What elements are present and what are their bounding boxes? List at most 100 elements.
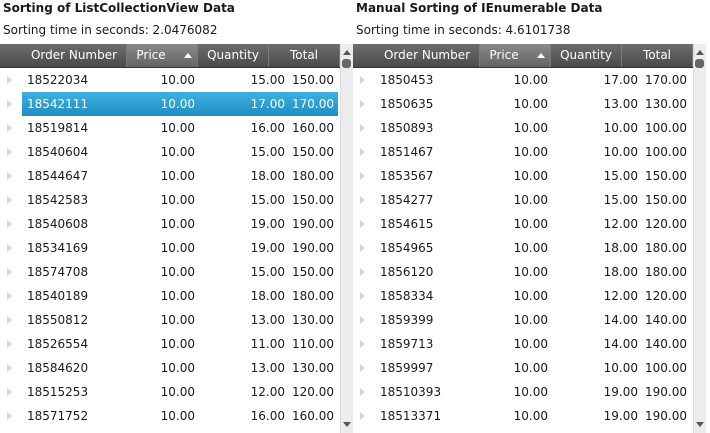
cell-total: 150.00 <box>645 193 687 207</box>
scroll-thumb[interactable] <box>695 59 704 68</box>
table-row[interactable]: 1859399 10.00 14.00 140.00 <box>353 308 693 332</box>
column-header-price[interactable]: Price <box>127 44 198 67</box>
cell-order-number: 18584620 <box>27 361 89 375</box>
table-row[interactable]: 18519814 10.00 16.00 160.00 <box>0 116 340 140</box>
vertical-scrollbar[interactable] <box>340 44 353 433</box>
table-row[interactable]: 18526554 10.00 11.00 110.00 <box>0 332 340 356</box>
cell-total: 190.00 <box>645 409 687 423</box>
table-row[interactable]: 1850453 10.00 17.00 170.00 <box>353 68 693 92</box>
table-row[interactable]: 18540604 10.00 15.00 150.00 <box>0 140 340 164</box>
cell-order-number: 18540604 <box>27 145 89 159</box>
cell-price: 10.00 <box>513 385 548 399</box>
cell-price: 10.00 <box>513 361 548 375</box>
cell-quantity: 15.00 <box>250 73 285 87</box>
row-cells: 1850635 10.00 13.00 130.00 <box>375 92 691 116</box>
table-row[interactable]: 18515253 10.00 12.00 120.00 <box>0 380 340 404</box>
scroll-up-icon[interactable] <box>343 50 351 55</box>
cell-total: 120.00 <box>645 217 687 231</box>
table-row[interactable]: 18510393 10.00 19.00 190.00 <box>353 380 693 404</box>
scroll-up-icon[interactable] <box>696 50 704 55</box>
row-cells: 18540189 10.00 18.00 180.00 <box>22 284 338 308</box>
sort-ascending-icon <box>537 53 545 58</box>
column-header-quantity[interactable]: Quantity <box>551 44 622 67</box>
row-indicator-icon <box>360 100 365 108</box>
table-row[interactable]: 18534169 10.00 19.00 190.00 <box>0 236 340 260</box>
panel-title: Manual Sorting of IEnumerable Data <box>356 1 603 15</box>
row-indicator-icon <box>360 196 365 204</box>
vertical-scrollbar[interactable] <box>693 44 706 433</box>
cell-total: 190.00 <box>292 241 334 255</box>
cell-order-number: 1854277 <box>380 193 434 207</box>
cell-quantity: 12.00 <box>250 385 285 399</box>
column-header-order-number[interactable]: Order Number <box>375 44 480 67</box>
table-row[interactable]: 18540608 10.00 19.00 190.00 <box>0 212 340 236</box>
cell-price: 10.00 <box>513 97 548 111</box>
orders-grid[interactable]: Order Number Price Quantity Total 185045… <box>353 44 706 433</box>
cell-order-number: 18522034 <box>27 73 89 87</box>
column-header-quantity[interactable]: Quantity <box>198 44 269 67</box>
row-indicator-icon <box>7 124 12 132</box>
panel-ienumerable: Manual Sorting of IEnumerable Data Sorti… <box>353 0 706 433</box>
cell-quantity: 16.00 <box>250 409 285 423</box>
table-row[interactable]: 18584620 10.00 13.00 130.00 <box>0 356 340 380</box>
table-row[interactable]: 1859713 10.00 14.00 140.00 <box>353 332 693 356</box>
cell-order-number: 1851467 <box>380 145 434 159</box>
table-row[interactable]: 18513371 10.00 19.00 190.00 <box>353 404 693 428</box>
column-header-price[interactable]: Price <box>480 44 551 67</box>
table-row[interactable]: 18550812 10.00 13.00 130.00 <box>0 308 340 332</box>
table-row[interactable]: 18571752 10.00 16.00 160.00 <box>0 404 340 428</box>
column-header-label: Order Number <box>30 48 118 62</box>
column-header-total[interactable]: Total <box>269 44 340 67</box>
scroll-down-icon[interactable] <box>696 422 704 427</box>
table-row[interactable]: 18574708 10.00 15.00 150.00 <box>0 260 340 284</box>
cell-price: 10.00 <box>160 97 195 111</box>
grid-header: Order Number Price Quantity Total <box>353 44 693 68</box>
cell-price: 10.00 <box>160 361 195 375</box>
row-cells: 1850893 10.00 10.00 100.00 <box>375 116 691 140</box>
cell-quantity: 15.00 <box>250 265 285 279</box>
table-row[interactable]: 18542111 10.00 17.00 170.00 <box>0 92 340 116</box>
cell-total: 100.00 <box>645 121 687 135</box>
column-header-label: Price <box>489 48 519 62</box>
column-header-label: Price <box>136 48 166 62</box>
cell-quantity: 13.00 <box>603 97 638 111</box>
cell-total: 140.00 <box>645 313 687 327</box>
table-row[interactable]: 1854615 10.00 12.00 120.00 <box>353 212 693 236</box>
row-cells: 18526554 10.00 11.00 110.00 <box>22 332 338 356</box>
row-indicator-icon <box>360 412 365 420</box>
cell-quantity: 10.00 <box>603 145 638 159</box>
table-row[interactable]: 1853567 10.00 15.00 150.00 <box>353 164 693 188</box>
column-header-order-number[interactable]: Order Number <box>22 44 127 67</box>
table-row[interactable]: 18544647 10.00 18.00 180.00 <box>0 164 340 188</box>
cell-quantity: 18.00 <box>603 241 638 255</box>
table-row[interactable]: 1850893 10.00 10.00 100.00 <box>353 116 693 140</box>
table-row[interactable]: 1858334 10.00 12.00 120.00 <box>353 284 693 308</box>
table-row[interactable]: 1859997 10.00 10.00 100.00 <box>353 356 693 380</box>
table-row[interactable]: 18542583 10.00 15.00 150.00 <box>0 188 340 212</box>
cell-price: 10.00 <box>160 121 195 135</box>
cell-total: 130.00 <box>645 97 687 111</box>
row-indicator-icon <box>360 76 365 84</box>
cell-order-number: 1859713 <box>380 337 434 351</box>
row-cells: 18510393 10.00 19.00 190.00 <box>375 380 691 404</box>
cell-total: 150.00 <box>645 169 687 183</box>
cell-quantity: 10.00 <box>603 121 638 135</box>
row-cells: 1856120 10.00 18.00 180.00 <box>375 260 691 284</box>
table-row[interactable]: 18540189 10.00 18.00 180.00 <box>0 284 340 308</box>
cell-total: 190.00 <box>645 385 687 399</box>
table-row[interactable]: 1854277 10.00 15.00 150.00 <box>353 188 693 212</box>
column-header-total[interactable]: Total <box>622 44 693 67</box>
table-row[interactable]: 1850635 10.00 13.00 130.00 <box>353 92 693 116</box>
cell-quantity: 15.00 <box>603 169 638 183</box>
orders-grid[interactable]: Order Number Price Quantity Total 185220… <box>0 44 353 433</box>
scroll-thumb[interactable] <box>342 59 351 68</box>
table-row[interactable]: 18522034 10.00 15.00 150.00 <box>0 68 340 92</box>
scroll-down-icon[interactable] <box>343 422 351 427</box>
table-row[interactable]: 1854965 10.00 18.00 180.00 <box>353 236 693 260</box>
cell-price: 10.00 <box>160 73 195 87</box>
cell-order-number: 18542111 <box>27 97 89 111</box>
grid-header: Order Number Price Quantity Total <box>0 44 340 68</box>
cell-price: 10.00 <box>160 313 195 327</box>
table-row[interactable]: 1851467 10.00 10.00 100.00 <box>353 140 693 164</box>
table-row[interactable]: 1856120 10.00 18.00 180.00 <box>353 260 693 284</box>
